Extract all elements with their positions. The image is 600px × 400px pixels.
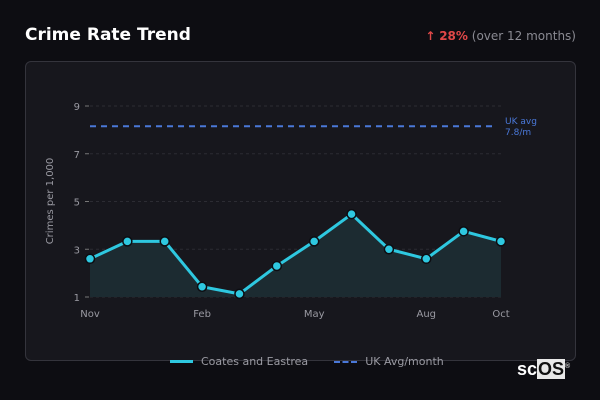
change-note: (over 12 months) <box>471 29 576 43</box>
uk-avg-label: UK avg <box>505 117 537 127</box>
legend-item-uk-avg[interactable]: UK Avg/month <box>334 355 444 368</box>
change-percent: 28% <box>439 29 468 43</box>
x-tick-label: May <box>304 309 325 320</box>
data-point-oct[interactable] <box>495 236 507 247</box>
y-tick-label: 1 <box>74 293 80 304</box>
data-point-jun[interactable] <box>346 208 357 220</box>
data-point-jul[interactable] <box>383 244 395 255</box>
data-point-may[interactable] <box>308 236 320 247</box>
dashed-line-swatch <box>334 360 358 363</box>
uk-avg-value-label: 7.8/m <box>505 128 531 138</box>
x-tick-label: Oct <box>492 309 509 320</box>
data-point-apr[interactable] <box>271 260 283 272</box>
solid-line-swatch <box>170 360 193 363</box>
data-point-jan[interactable] <box>159 236 170 247</box>
y-axis-label: Crimes per 1,000 <box>45 158 56 245</box>
legend-item-series[interactable]: Coates and Eastrea <box>170 355 308 368</box>
x-tick-label: Feb <box>193 309 211 320</box>
trend-stat: ↑ 28% (over 12 months) <box>425 29 576 43</box>
y-tick-label: 7 <box>74 150 80 161</box>
y-tick-label: 3 <box>74 245 80 256</box>
y-tick-label: 5 <box>74 198 80 209</box>
data-point-dec[interactable] <box>122 236 133 247</box>
x-tick-label: Aug <box>417 309 437 320</box>
data-point-aug[interactable] <box>421 253 432 265</box>
legend-label: UK Avg/month <box>365 355 444 368</box>
y-tick-label: 9 <box>74 102 80 113</box>
legend-label: Coates and Eastrea <box>201 355 309 368</box>
scos-logo: scOS® <box>517 359 571 379</box>
page-title: Crime Rate Trend <box>25 25 191 45</box>
data-point-nov[interactable] <box>84 253 96 265</box>
data-point-sep[interactable] <box>458 226 469 237</box>
legend: Coates and Eastrea UK Avg/month <box>170 355 444 368</box>
arrow-up-icon: ↑ <box>425 29 436 43</box>
x-tick-label: Nov <box>80 309 100 320</box>
data-point-mar[interactable] <box>234 288 245 300</box>
chart-card <box>25 61 576 361</box>
series-line <box>89 212 502 296</box>
data-point-feb[interactable] <box>196 281 208 292</box>
series-area <box>90 214 501 297</box>
